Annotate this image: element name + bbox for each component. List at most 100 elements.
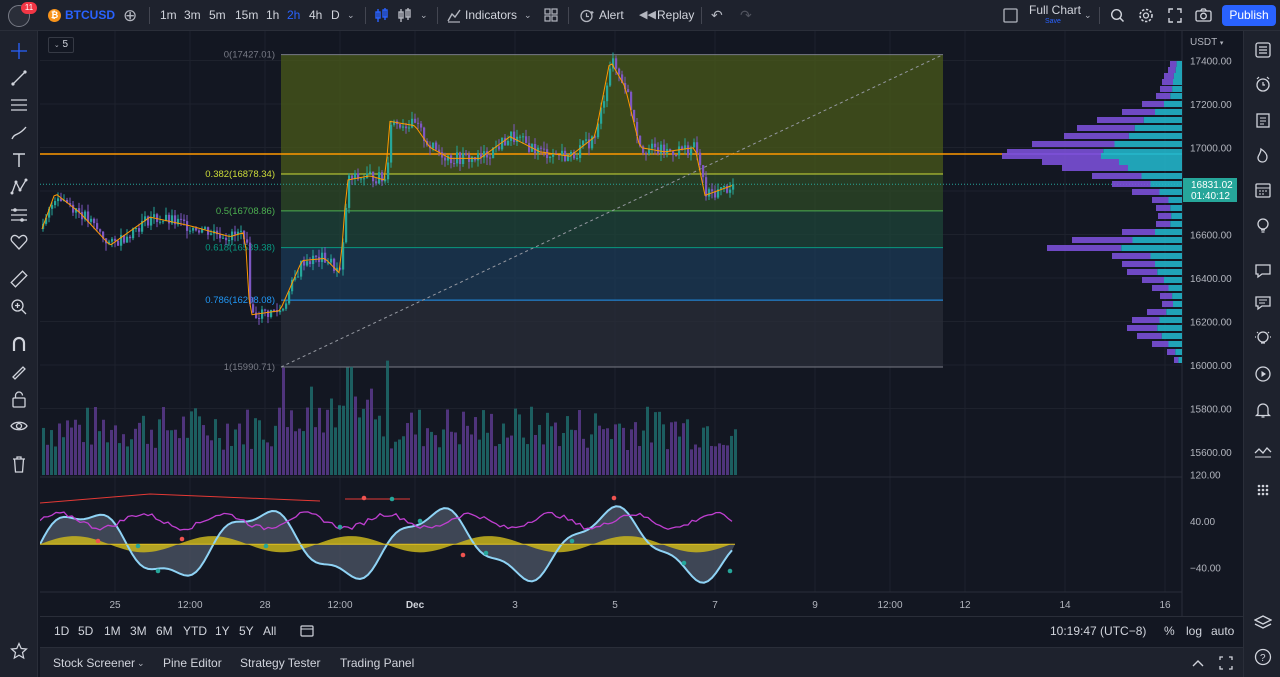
- trash-icon[interactable]: [6, 451, 32, 477]
- chart-canvas[interactable]: 0(17427.01) 0.382(16878.34) 0.5(16708.86) 0…: [39, 31, 1262, 616]
- range-5y[interactable]: 5Y: [239, 624, 254, 638]
- bar-chart-type-icon[interactable]: [375, 0, 389, 31]
- candle-body: [306, 261, 309, 266]
- chart-type-dropdown-chevron-icon[interactable]: ⌄: [420, 10, 428, 20]
- ideas-bulb-icon[interactable]: [1251, 213, 1275, 237]
- layout-dropdown-chevron-icon[interactable]: ⌄: [1084, 10, 1092, 20]
- layers-icon[interactable]: [1251, 611, 1275, 635]
- tab-pine-editor[interactable]: Pine Editor: [163, 656, 222, 670]
- price-axis[interactable]: 17400.00 17200.00 17000.00 16600.00 16400.00…: [1190, 57, 1232, 575]
- interval-2h[interactable]: 2h: [287, 8, 301, 22]
- range-ytd[interactable]: YTD: [183, 624, 207, 638]
- layout-grid-icon[interactable]: [544, 0, 558, 31]
- ruler-icon[interactable]: [6, 266, 32, 292]
- magnet-icon[interactable]: [6, 331, 32, 357]
- interval-d[interactable]: D: [331, 8, 340, 22]
- percent-toggle[interactable]: %: [1164, 624, 1175, 638]
- interval-5m[interactable]: 5m: [209, 8, 226, 22]
- range-5d[interactable]: 5D: [78, 624, 94, 638]
- replay-button[interactable]: Replay: [657, 8, 695, 22]
- layout-save-hint[interactable]: Save: [1045, 18, 1061, 25]
- notifications-bell-icon[interactable]: [1251, 398, 1275, 422]
- volume-bar: [594, 413, 597, 475]
- profile-bar-sell: [1132, 317, 1160, 323]
- alarm-clock-icon[interactable]: [579, 0, 594, 31]
- interval-1m[interactable]: 1m: [160, 8, 177, 22]
- indicators-dropdown-chevron-icon[interactable]: ⌄: [524, 10, 532, 20]
- symbol-search-button[interactable]: BTCUSD: [65, 8, 115, 22]
- publish-button[interactable]: Publish: [1222, 5, 1276, 26]
- interval-15m[interactable]: 15m: [235, 8, 259, 22]
- tab-stock-screener[interactable]: Stock Screener: [53, 656, 136, 670]
- text-tool-icon[interactable]: [6, 147, 32, 173]
- help-icon[interactable]: ?: [1251, 645, 1275, 669]
- volume-bar: [418, 409, 421, 475]
- pattern-tool-icon[interactable]: [6, 174, 32, 200]
- fullscreen-icon[interactable]: [1168, 0, 1182, 31]
- gear-icon[interactable]: [1138, 0, 1154, 31]
- goto-date-icon[interactable]: [300, 617, 314, 646]
- auto-toggle[interactable]: auto: [1211, 624, 1235, 638]
- pencil-lock-icon[interactable]: [6, 358, 32, 384]
- camera-icon[interactable]: [1195, 0, 1212, 31]
- range-3m[interactable]: 3M: [130, 624, 147, 638]
- range-1y[interactable]: 1Y: [215, 624, 230, 638]
- chart-pane[interactable]: 0(17427.01) 0.382(16878.34) 0.5(16708.86) 0…: [39, 31, 1262, 616]
- messages-icon[interactable]: [1251, 291, 1275, 315]
- crosshair-icon[interactable]: [6, 38, 32, 64]
- alerts-clock-icon[interactable]: [1251, 72, 1275, 96]
- log-toggle[interactable]: log: [1186, 624, 1203, 638]
- layout-square-icon[interactable]: [1003, 0, 1018, 31]
- redo-icon[interactable]: ↷: [740, 7, 752, 23]
- range-1d[interactable]: 1D: [54, 624, 70, 638]
- replay-icon[interactable]: ◀◀: [639, 9, 656, 21]
- star-icon[interactable]: [6, 638, 32, 664]
- trend-line-icon[interactable]: [6, 65, 32, 91]
- candle-body: [192, 227, 195, 231]
- pine-script-icon[interactable]: [1251, 440, 1275, 464]
- chat-icon[interactable]: [1251, 259, 1275, 283]
- screener-chevron-icon[interactable]: ⌄: [137, 658, 145, 668]
- watchlist-icon[interactable]: [1251, 38, 1275, 62]
- interval-3m[interactable]: 3m: [184, 8, 201, 22]
- prediction-tool-icon[interactable]: [6, 202, 32, 228]
- panel-maximize-icon[interactable]: [1219, 648, 1233, 677]
- time-axis[interactable]: 25 12:00 28 12:00 Dec 3 5 7 9 12:00 12 14 16: [109, 600, 1171, 611]
- currency-selector[interactable]: USDT ▾: [1190, 37, 1223, 48]
- range-6m[interactable]: 6M: [156, 624, 173, 638]
- fib-retracement[interactable]: 0(17427.01) 0.382(16878.34) 0.5(16708.86) 0…: [40, 50, 1182, 373]
- interval-dropdown-chevron-icon[interactable]: ⌄: [347, 10, 355, 20]
- interval-1h[interactable]: 1h: [266, 8, 280, 22]
- volume-bar: [286, 427, 289, 475]
- tab-trading-panel[interactable]: Trading Panel: [340, 656, 415, 670]
- compare-add-icon[interactable]: ⊕: [123, 6, 138, 25]
- indicators-button[interactable]: Indicators: [465, 8, 518, 22]
- candle-body: [384, 179, 387, 182]
- calendar-icon[interactable]: [1251, 178, 1275, 202]
- last-price-value: 16831.02: [1191, 180, 1233, 191]
- panel-collapse-chevron-icon[interactable]: [1191, 648, 1205, 677]
- range-1m[interactable]: 1M: [104, 624, 121, 638]
- zoom-in-icon[interactable]: [6, 294, 32, 320]
- range-all[interactable]: All: [263, 624, 277, 638]
- interval-4h[interactable]: 4h: [309, 8, 323, 22]
- alert-button[interactable]: Alert: [599, 8, 624, 22]
- brush-icon[interactable]: [6, 120, 32, 146]
- hotlist-fire-icon[interactable]: [1251, 143, 1275, 167]
- search-icon[interactable]: [1110, 0, 1125, 31]
- tips-bulb-icon[interactable]: [1251, 326, 1275, 350]
- lock-icon[interactable]: [6, 386, 32, 412]
- heart-icon[interactable]: [6, 229, 32, 255]
- undo-icon[interactable]: ↶: [711, 7, 723, 23]
- candle-chart-type-icon[interactable]: [398, 0, 412, 31]
- indicators-icon[interactable]: [447, 0, 461, 31]
- eye-icon[interactable]: [6, 413, 32, 439]
- more-dots-icon[interactable]: [1251, 478, 1275, 502]
- indicator-collapse-badge[interactable]: ⌄ 5: [48, 37, 74, 53]
- layout-name[interactable]: Full Chart: [1029, 3, 1082, 17]
- fib-retracement-icon[interactable]: [6, 92, 32, 118]
- tab-strategy-tester[interactable]: Strategy Tester: [240, 656, 321, 670]
- clock-timezone[interactable]: 10:19:47 (UTC−8): [1050, 624, 1147, 638]
- streams-play-icon[interactable]: [1251, 362, 1275, 386]
- data-window-icon[interactable]: [1251, 108, 1275, 132]
